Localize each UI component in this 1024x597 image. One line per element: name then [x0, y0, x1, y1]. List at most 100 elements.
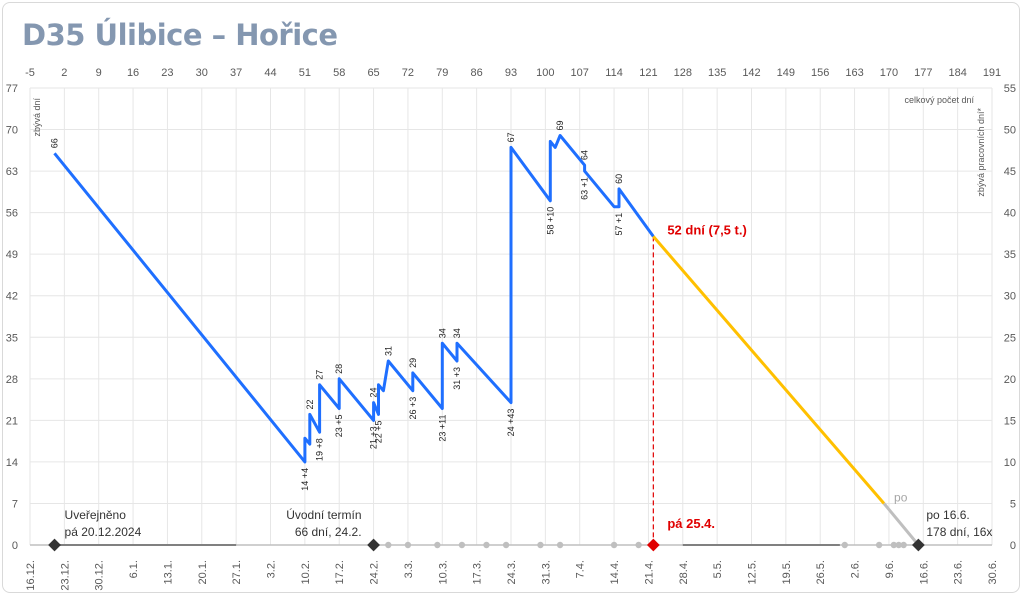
marker-diamond: [367, 538, 380, 552]
point-label: 22: [305, 399, 315, 409]
point-label: 21 +3: [369, 426, 379, 449]
baseline-dot: [404, 541, 412, 549]
series-line-0: [53, 134, 655, 464]
date-tick-label: 3.2.: [266, 560, 278, 578]
baseline-dot: [502, 541, 510, 549]
marker-label: po 16.6.: [926, 508, 969, 522]
right-tick-label: 5: [1010, 498, 1016, 510]
right-tick-label: 25: [1004, 332, 1016, 344]
right-tick-label: 10: [1004, 457, 1016, 469]
point-label: 14 +4: [300, 468, 310, 491]
baseline-dot: [385, 541, 392, 549]
date-tick-label: 16.12.: [25, 560, 37, 591]
point-label: 31 +3: [452, 367, 462, 390]
top-tick-label: 177: [914, 67, 932, 79]
point-label: 28: [334, 364, 344, 374]
point-label: 66: [50, 138, 60, 148]
date-tick-label: 24.3.: [506, 560, 518, 584]
y-left-title: zbývá dní: [32, 98, 42, 137]
right-tick-label: 15: [1004, 415, 1016, 427]
date-tick-label: 26.5.: [815, 560, 827, 584]
baseline-dot: [841, 541, 848, 549]
baseline-dot: [895, 541, 902, 549]
left-tick-label: 7: [12, 498, 18, 510]
current-value-label: 52 dní (7,5 t.): [667, 222, 746, 237]
baseline-dot: [890, 541, 898, 549]
point-label: 60: [614, 174, 624, 184]
top-tick-label: 9: [96, 67, 102, 79]
point-label: 31: [383, 346, 393, 356]
marker-diamond: [48, 538, 61, 552]
point-label: 23 +11: [437, 414, 447, 441]
baseline-dot: [875, 541, 883, 549]
top-tick-label: 23: [161, 67, 173, 79]
left-tick-label: 14: [6, 457, 18, 469]
top-tick-label: 128: [674, 67, 692, 79]
series-line-1: [652, 235, 886, 505]
marker-label: pá 20.12.2024: [65, 525, 142, 539]
chart-title: D35 Úlibice – Hořice: [22, 18, 338, 52]
point-label: 34: [437, 328, 447, 338]
point-label: 58 +10: [545, 207, 555, 235]
point-label: 24: [369, 388, 379, 398]
top-tick-label: 100: [536, 67, 554, 79]
right-tick-label: 35: [1004, 249, 1016, 261]
date-tick-label: 23.12.: [59, 560, 71, 591]
left-tick-label: 56: [6, 208, 18, 220]
date-tick-label: 17.2.: [334, 560, 346, 584]
point-label: 67: [506, 132, 516, 142]
top-tick-label: -5: [25, 67, 35, 79]
top-tick-label: 170: [880, 67, 898, 79]
top-tick-label: 149: [777, 67, 795, 79]
top-tick-label: 65: [367, 67, 379, 79]
top-tick-label: 184: [948, 67, 966, 79]
top-tick-label: 30: [196, 67, 208, 79]
marker-label: pá 25.4.: [667, 516, 715, 531]
point-label: 29: [408, 358, 418, 368]
series-lines: [53, 134, 920, 546]
top-tick-label: 93: [505, 67, 517, 79]
marker-label: 178 dní, 16x: [926, 525, 992, 539]
right-tick-label: 45: [1004, 166, 1016, 178]
baseline-dot: [556, 541, 564, 549]
date-tick-label: 13.1.: [162, 560, 174, 584]
point-labels: 66 14 +4 22 19 +8 27 23 +5 28 21 +3 24 22 +5 31 26 …: [50, 120, 908, 504]
marker-label: Úvodní termín: [286, 507, 361, 522]
date-tick-label: 24.2.: [369, 560, 381, 584]
top-tick-label: 107: [571, 67, 589, 79]
date-tick-label: 2.6.: [850, 560, 862, 578]
date-tick-label: 21.4.: [643, 560, 655, 584]
point-label: 22 +5: [373, 420, 383, 443]
right-tick-label: 55: [1004, 83, 1016, 95]
top-tick-label: 121: [639, 67, 657, 79]
date-tick-label: 20.1.: [197, 560, 209, 584]
left-tick-label: 35: [6, 332, 18, 344]
top-tick-label: 191: [983, 67, 1001, 79]
top-tick-label: 44: [264, 67, 276, 79]
date-tick-label: 12.5.: [747, 560, 759, 584]
right-tick-label: 40: [1004, 208, 1016, 220]
top-tick-label: 37: [230, 67, 242, 79]
top-tick-label: 114: [605, 67, 623, 79]
series-line-2: [882, 502, 920, 546]
date-tick-label: 14.4.: [609, 560, 621, 584]
date-tick-label: 6.1.: [128, 560, 140, 578]
date-tick-label: 5.5.: [712, 560, 724, 578]
right-tick-label: 0: [1010, 540, 1016, 552]
axes: -5 2 9 16 23 30 37 44 51 58 65 72 79 86 93 100 107 114 121…: [6, 67, 1016, 591]
point-label: 26 +3: [408, 397, 418, 420]
left-tick-label: 63: [6, 166, 18, 178]
date-tick-label: 16.6.: [918, 560, 930, 584]
date-tick-label: 17.3.: [472, 560, 484, 584]
date-tick-label: 19.5.: [781, 560, 793, 584]
po-label: po: [894, 490, 908, 504]
date-tick-label: 7.4.: [575, 560, 587, 578]
baseline-dot: [434, 541, 441, 549]
date-tick-label: 31.3.: [540, 560, 552, 584]
baseline-dot: [610, 541, 618, 549]
baseline-dot: [900, 541, 907, 549]
left-tick-label: 28: [6, 374, 18, 386]
date-tick-label: 30.6.: [987, 560, 999, 584]
date-tick-label: 28.4.: [678, 560, 690, 584]
